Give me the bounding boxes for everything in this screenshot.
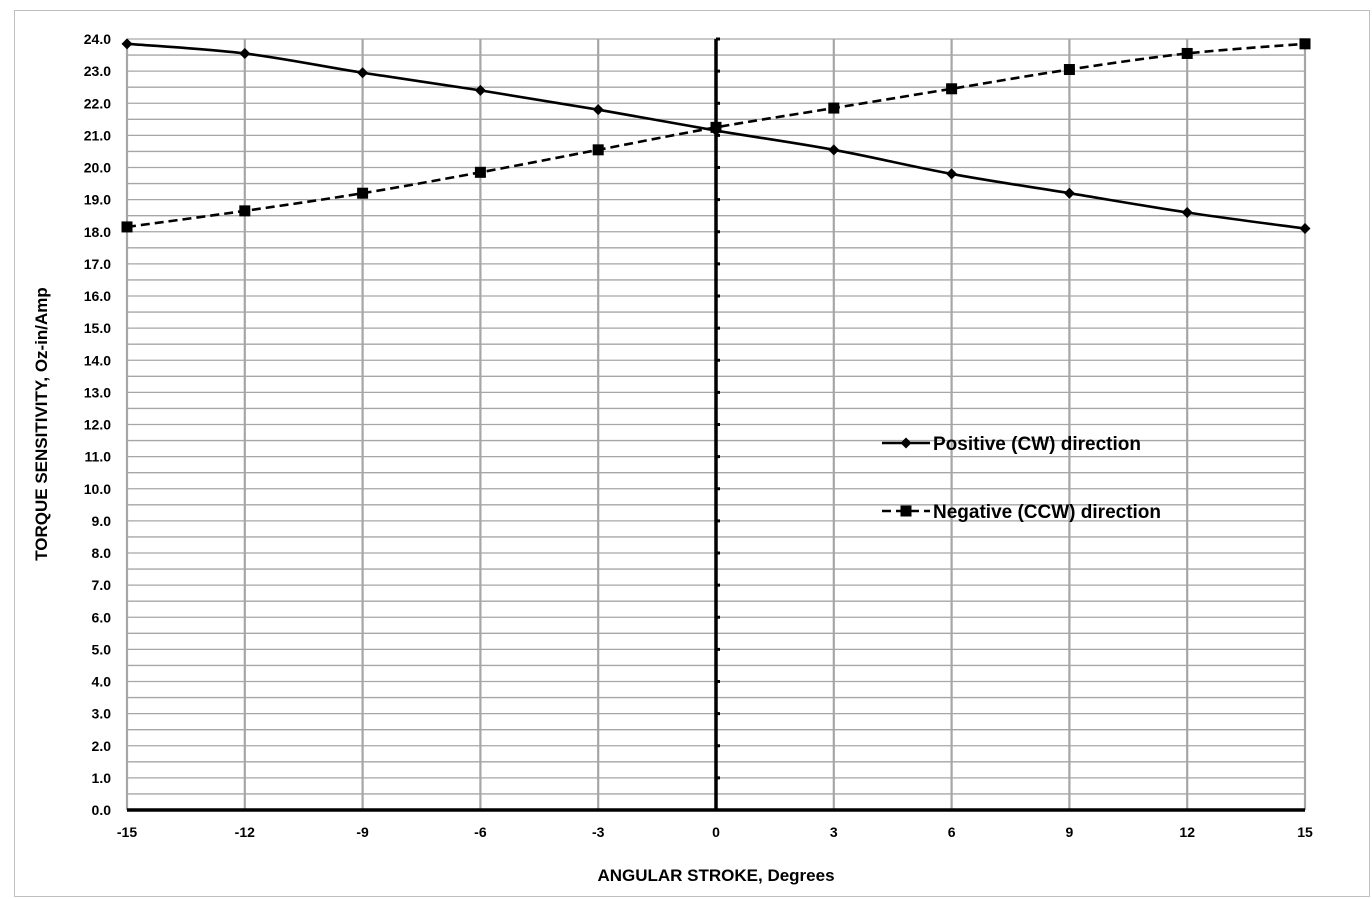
data-point-square	[1181, 47, 1193, 59]
series-line-negative-ccw	[126, 42, 1306, 229]
data-point-square	[1063, 64, 1075, 76]
x-tick-label: 3	[830, 824, 838, 840]
y-tick-label: 18.0	[84, 224, 111, 240]
y-tick-label: 5.0	[92, 641, 112, 657]
y-tick-label: 20.0	[84, 160, 111, 176]
y-axis-title: TORQUE SENSITIVITY, Oz-in/Amp	[32, 287, 51, 561]
y-tick-label: 11.0	[85, 449, 112, 465]
x-tick-label: 15	[1297, 824, 1313, 840]
x-tick-label: -3	[592, 824, 605, 840]
data-point-diamond	[828, 144, 840, 156]
y-tick-label: 9.0	[92, 513, 112, 529]
y-tick-label: 10.0	[84, 481, 111, 497]
y-tick-label: 6.0	[92, 609, 112, 625]
series-group	[121, 38, 1311, 235]
data-point-square	[592, 144, 604, 156]
y-tick-label: 16.0	[84, 288, 111, 304]
data-point-diamond	[946, 168, 958, 180]
x-tick-label: 9	[1066, 824, 1074, 840]
data-point-square	[946, 83, 958, 95]
y-tick-label: 19.0	[84, 192, 111, 208]
x-tick-label: 6	[948, 824, 956, 840]
y-tick-label: 24.0	[84, 31, 111, 47]
y-axis-tick-labels: 0.0 1.0 2.0 3.0 4.0 5.0 6.0 7.0 8.0 9.0 10.0 11.0 12…	[84, 31, 111, 818]
legend-marker	[900, 505, 912, 517]
y-tick-label: 8.0	[92, 545, 112, 561]
x-tick-label: -15	[117, 824, 137, 840]
legend: Positive (CW) direction Negative (CCW) di…	[882, 434, 1161, 523]
data-point-square	[1299, 38, 1311, 50]
data-point-diamond	[474, 84, 486, 96]
data-point-diamond	[357, 67, 369, 79]
y-tick-label: 17.0	[84, 256, 111, 272]
data-point-square	[357, 187, 369, 199]
y-tick-label: 14.0	[84, 352, 111, 368]
legend-label: Positive (CW) direction	[933, 434, 1141, 455]
y-tick-label: 3.0	[92, 706, 112, 722]
legend-label: Negative (CCW) direction	[933, 502, 1161, 523]
y-tick-label: 12.0	[84, 417, 111, 433]
y-tick-label: 22.0	[84, 95, 111, 111]
x-tick-label: 0	[712, 824, 720, 840]
y-tick-label: 1.0	[92, 770, 112, 786]
x-tick-label: -9	[356, 824, 369, 840]
data-point-square	[121, 221, 133, 233]
y-tick-label: 13.0	[84, 384, 111, 400]
y-tick-label: 23.0	[84, 63, 111, 79]
data-point-diamond	[121, 38, 133, 50]
legend-marker	[900, 437, 912, 449]
data-point-diamond	[1181, 206, 1193, 218]
x-axis-title: ANGULAR STROKE, Degrees	[597, 866, 834, 885]
data-point-diamond	[239, 47, 251, 59]
y-tick-label: 7.0	[92, 577, 112, 593]
x-tick-label: -12	[235, 824, 255, 840]
data-point-square	[710, 121, 722, 133]
data-point-diamond	[592, 104, 604, 116]
data-point-square	[828, 102, 840, 114]
data-point-square	[474, 166, 486, 178]
data-point-diamond	[1299, 223, 1311, 235]
y-tick-label: 2.0	[92, 738, 112, 754]
data-point-diamond	[1063, 187, 1075, 199]
y-tick-label: 4.0	[92, 674, 112, 690]
data-point-square	[239, 205, 251, 217]
x-tick-label: 12	[1179, 824, 1195, 840]
axes	[127, 37, 1305, 812]
x-axis-tick-labels: -15 -12 -9 -6 -3 0 3 6 9 12 15	[117, 824, 1313, 840]
chart-frame	[14, 10, 1370, 897]
x-tick-label: -6	[474, 824, 487, 840]
y-tick-label: 0.0	[92, 802, 112, 818]
y-tick-label: 21.0	[84, 127, 111, 143]
y-tick-label: 15.0	[84, 320, 111, 336]
